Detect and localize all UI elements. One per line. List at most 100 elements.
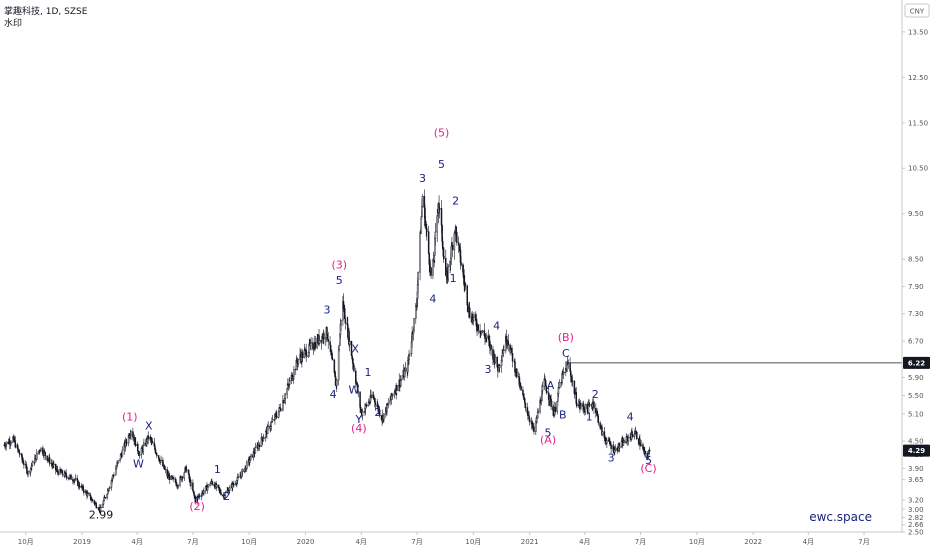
candle-body xyxy=(288,380,291,385)
candle-body xyxy=(359,391,361,408)
y-tick-label: 2.50 xyxy=(908,529,924,537)
candle-body xyxy=(10,442,12,444)
candle-body xyxy=(466,285,468,306)
candle-body xyxy=(563,371,565,374)
wave-label: 2 xyxy=(452,195,459,208)
candle-body xyxy=(528,418,531,422)
wave-label: 4 xyxy=(429,292,436,305)
y-tick-label: 10.50 xyxy=(908,165,928,173)
y-tick-label: 5.50 xyxy=(908,392,924,400)
candle-body xyxy=(130,431,132,436)
candle-body xyxy=(348,340,351,345)
candle-body xyxy=(507,341,510,346)
candle-body xyxy=(258,444,261,447)
candle-body xyxy=(571,380,574,382)
candle-body xyxy=(318,339,321,344)
candle-body xyxy=(280,409,282,411)
wave-label: 1 xyxy=(586,411,593,424)
candle-body xyxy=(467,304,469,309)
candle-body xyxy=(108,487,111,489)
wave-label: 5 xyxy=(438,158,445,171)
wave-label: 3 xyxy=(419,172,426,185)
x-tick-label: 10月 xyxy=(689,538,705,546)
candle-body xyxy=(301,352,304,358)
y-tick-label: 3.65 xyxy=(908,476,924,484)
candle-body xyxy=(126,442,128,444)
candle-body xyxy=(157,455,160,459)
candle-body xyxy=(329,341,331,346)
wave-label: 3 xyxy=(608,452,615,465)
x-tick-label: 2020 xyxy=(297,538,315,546)
x-tick-label: 7月 xyxy=(411,538,422,546)
candle-body xyxy=(263,437,265,440)
candle-body xyxy=(237,476,239,478)
candle-body xyxy=(205,486,207,492)
candle-body xyxy=(327,339,329,342)
candle-body xyxy=(447,266,449,280)
candle-body xyxy=(96,506,98,509)
candle-body xyxy=(246,461,248,470)
candle-body xyxy=(481,330,484,333)
wave-label: 2 xyxy=(223,490,230,503)
wave-label: 2.99 xyxy=(89,508,114,521)
y-tick-label: 5.90 xyxy=(908,374,924,382)
candle-body xyxy=(473,314,475,318)
wave-label: 1 xyxy=(214,463,221,476)
wave-label: (5) xyxy=(434,126,450,139)
candle-body xyxy=(61,470,64,475)
candle-body xyxy=(387,402,389,406)
wave-label: 2 xyxy=(592,388,599,401)
wave-label: 4 xyxy=(493,320,500,333)
y-tick-label: 9.50 xyxy=(908,210,924,218)
candle-body xyxy=(640,444,642,447)
candle-body xyxy=(546,390,548,394)
candle-body xyxy=(511,347,513,354)
candle-body xyxy=(310,342,312,344)
last-price-tag-label: 4.29 xyxy=(908,447,925,455)
candle-body xyxy=(151,440,154,444)
candle-body xyxy=(181,476,184,479)
candle-body xyxy=(34,457,36,463)
wave-label: W xyxy=(348,383,359,396)
candle-body xyxy=(192,482,194,491)
y-tick-label: 4.50 xyxy=(908,438,924,446)
wave-label: (C) xyxy=(640,462,656,475)
candle-body xyxy=(366,404,368,407)
candle-body xyxy=(233,483,235,486)
candle-body xyxy=(250,454,252,457)
candle-body xyxy=(27,471,29,474)
x-tick-label: 7月 xyxy=(635,538,646,546)
currency-label: CNY xyxy=(910,8,925,16)
candle-body xyxy=(220,492,222,496)
candle-body xyxy=(464,283,467,287)
candle-body xyxy=(580,403,582,407)
candle-body xyxy=(87,493,89,495)
candle-body xyxy=(533,426,535,433)
candle-body xyxy=(434,231,437,239)
x-tick-label: 10月 xyxy=(465,538,481,546)
candle-body xyxy=(48,457,51,464)
candle-body xyxy=(541,386,544,392)
y-tick-label: 8.50 xyxy=(908,256,924,264)
candle-body xyxy=(419,232,421,273)
x-tick-label: 2019 xyxy=(73,538,91,546)
x-tick-label: 4月 xyxy=(579,538,590,546)
candle-body xyxy=(438,208,441,210)
candle-body xyxy=(374,401,377,406)
candle-body xyxy=(70,474,72,480)
candle-body xyxy=(490,344,492,350)
x-tick-label: 2021 xyxy=(521,538,539,546)
candle-body xyxy=(468,307,471,318)
candle-body xyxy=(147,435,149,440)
wave-label: 4 xyxy=(330,388,337,401)
candle-body xyxy=(254,447,257,454)
candle-body xyxy=(370,394,372,398)
wave-label: C xyxy=(562,347,570,360)
candle-body xyxy=(306,355,308,357)
candle-body xyxy=(601,431,604,436)
candle-body xyxy=(616,447,619,452)
candle-body xyxy=(593,401,595,409)
candle-body xyxy=(293,369,295,377)
last-price-tag-box xyxy=(903,444,930,457)
